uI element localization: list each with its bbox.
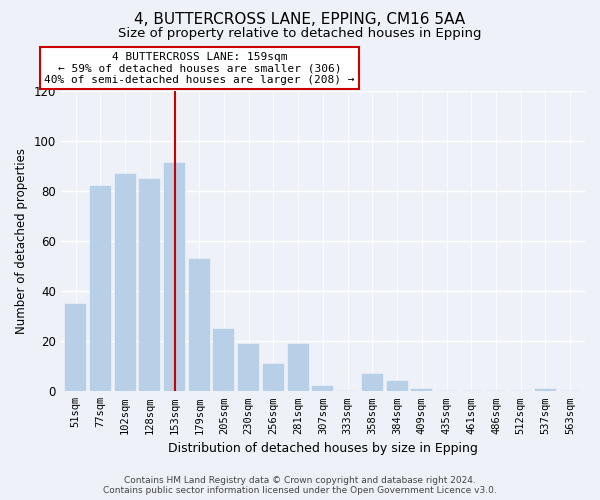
Bar [263, 364, 284, 392]
X-axis label: Distribution of detached houses by size in Epping: Distribution of detached houses by size … [168, 442, 478, 455]
Bar [115, 174, 136, 392]
Bar [214, 328, 235, 392]
Bar [189, 258, 210, 392]
Text: 4, BUTTERCROSS LANE, EPPING, CM16 5AA: 4, BUTTERCROSS LANE, EPPING, CM16 5AA [134, 12, 466, 28]
Text: Size of property relative to detached houses in Epping: Size of property relative to detached ho… [118, 28, 482, 40]
Bar [90, 186, 111, 392]
Text: 4 BUTTERCROSS LANE: 159sqm
← 59% of detached houses are smaller (306)
40% of sem: 4 BUTTERCROSS LANE: 159sqm ← 59% of deta… [44, 52, 355, 85]
Text: Contains HM Land Registry data © Crown copyright and database right 2024.
Contai: Contains HM Land Registry data © Crown c… [103, 476, 497, 495]
Bar [65, 304, 86, 392]
Bar [287, 344, 308, 392]
Bar [164, 164, 185, 392]
Bar [238, 344, 259, 392]
Bar [411, 389, 433, 392]
Bar [362, 374, 383, 392]
Y-axis label: Number of detached properties: Number of detached properties [15, 148, 28, 334]
Bar [139, 178, 160, 392]
Bar [313, 386, 334, 392]
Bar [535, 389, 556, 392]
Bar [386, 382, 407, 392]
